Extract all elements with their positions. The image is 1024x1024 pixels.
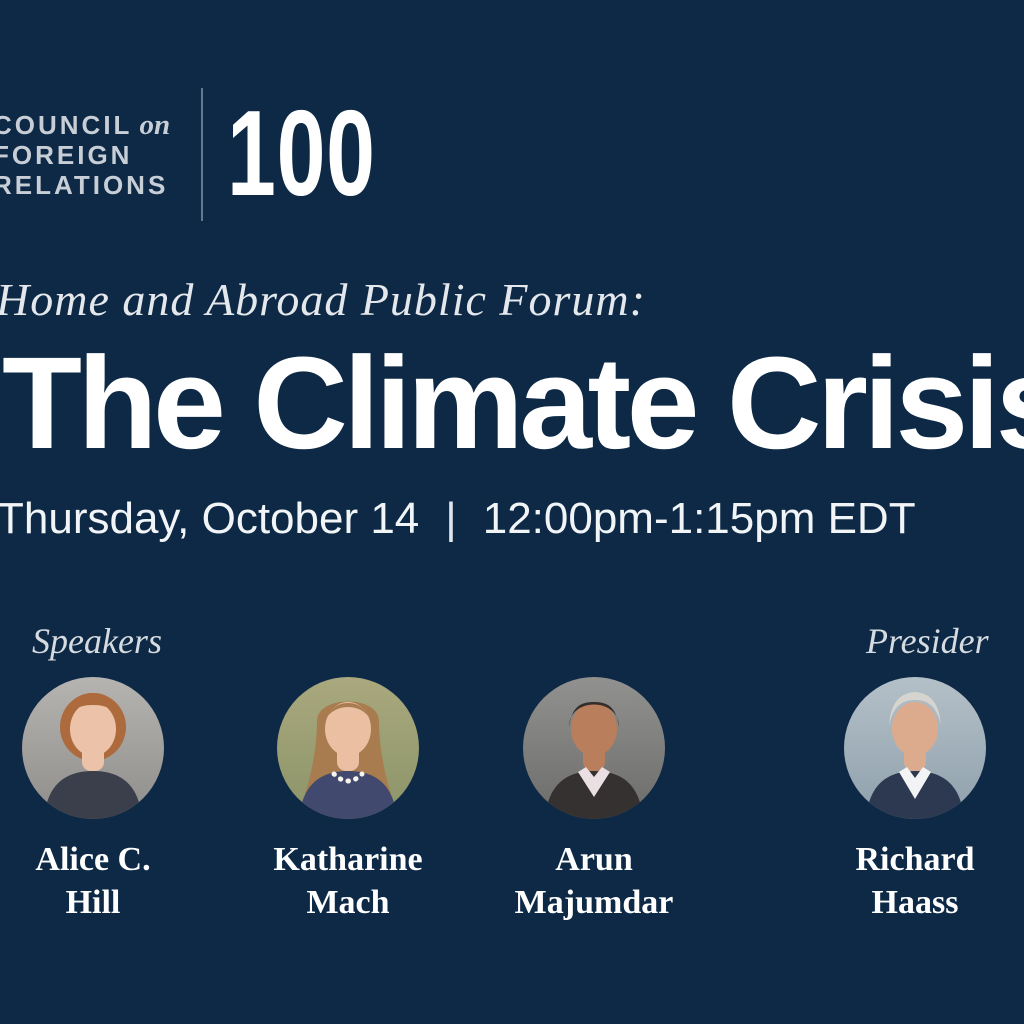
headshot-illustration (844, 677, 986, 819)
headshot-photo (22, 677, 164, 819)
speaker-name-line2: Mach (306, 884, 390, 921)
event-date: Thursday, October 14 (0, 494, 420, 543)
speaker-name-line2: Hill (65, 884, 121, 921)
logo-divider (201, 88, 203, 221)
cfr-100-logo: 100 (227, 85, 376, 221)
logo-council-text: COUNCIL (0, 110, 133, 140)
headshot-illustration (277, 677, 419, 819)
headshot-illustration (523, 677, 665, 819)
event-time: 12:00pm-1:15pm EDT (482, 494, 916, 543)
event-title: The Climate Crisis (2, 329, 1024, 476)
event-series-title: Home and Abroad Public Forum: (0, 274, 646, 325)
speaker-name-line1: Arun (555, 841, 633, 878)
logo-line-council: COUNCIL on (0, 110, 170, 140)
logo-line-relations: RELATIONS (0, 170, 169, 200)
speaker-name-line2: Majumdar (514, 884, 674, 921)
cfr-logo-wordmark: COUNCIL on FOREIGN RELATIONS (0, 110, 170, 200)
headshot-photo (523, 677, 665, 819)
speaker-name: Katharine Mach (273, 838, 422, 924)
presider-label: Presider (866, 621, 989, 661)
speakers-label: Speakers (32, 621, 162, 661)
speaker-name-line1: Alice C. (35, 841, 151, 878)
logo-line-foreign: FOREIGN (0, 140, 133, 170)
headshot-photo (844, 677, 986, 819)
headshot-illustration (22, 677, 164, 819)
presider-card: Richard Haass (795, 677, 1024, 924)
speaker-card: Alice C. Hill (0, 677, 213, 924)
presider-name-line2: Haass (871, 884, 959, 921)
speaker-name: Arun Majumdar (515, 838, 674, 924)
presider-name: Richard Haass (856, 838, 975, 924)
speaker-card: Arun Majumdar (474, 677, 714, 924)
logo-on-text: on (139, 109, 171, 141)
speaker-name: Alice C. Hill (35, 838, 150, 924)
headshot-photo (277, 677, 419, 819)
pipe-separator: | (445, 494, 457, 543)
speaker-name-line1: Katharine (273, 841, 423, 878)
speaker-card: Katharine Mach (228, 677, 468, 924)
event-datetime: Thursday, October 14 | 12:00pm-1:15pm ED… (0, 490, 916, 547)
presider-name-line1: Richard (855, 841, 975, 878)
